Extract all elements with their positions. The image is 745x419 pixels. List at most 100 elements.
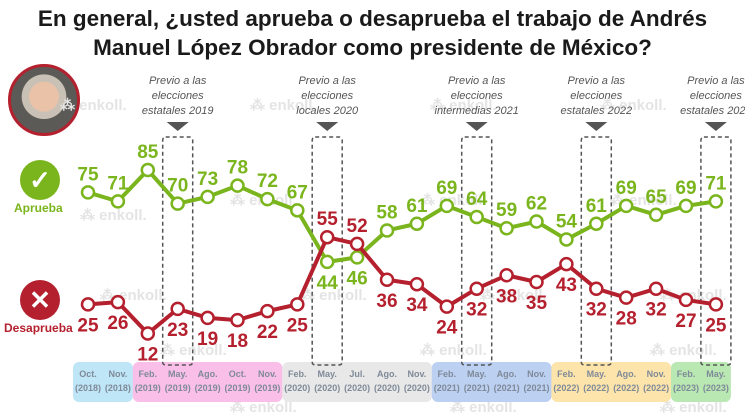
x-tick-year: (2023) [703, 383, 729, 393]
series-line-aprueba [87, 168, 717, 264]
data-label: 65 [646, 187, 668, 208]
x-tick-label: Oct. [229, 369, 247, 379]
data-label: 35 [526, 293, 548, 314]
data-label: 34 [406, 295, 428, 316]
arrow-down-icon [585, 122, 608, 131]
data-point [80, 297, 96, 312]
data-label: 24 [436, 318, 458, 339]
x-tick-label: Ago. [616, 369, 636, 379]
data-label: 62 [526, 194, 547, 215]
x-tick-label: Ago. [497, 369, 517, 379]
watermark: ⁂ enkoll. [250, 97, 317, 114]
watermark: ⁂ enkoll. [300, 287, 367, 304]
annotation-text: elecciones [152, 90, 204, 102]
x-icon: ✕ [20, 280, 60, 320]
data-label: 46 [347, 268, 368, 289]
data-point [499, 220, 514, 236]
annotation-text: estatales 2022 [561, 105, 633, 117]
x-tick-year: (2022) [553, 383, 579, 393]
watermark: ⁂ enkoll. [660, 287, 727, 304]
data-label: 72 [257, 171, 278, 192]
data-point [409, 276, 425, 292]
year-band [431, 362, 552, 402]
x-tick-year: (2019) [165, 383, 191, 393]
data-point [469, 281, 484, 296]
data-point [319, 254, 335, 270]
watermark: ⁂ enkoll. [480, 287, 547, 304]
x-tick-year: (2020) [314, 383, 340, 393]
data-point [319, 229, 335, 245]
data-label: 19 [197, 329, 218, 350]
x-tick-label: Feb. [288, 369, 307, 379]
data-point [618, 198, 634, 214]
data-label: 73 [197, 169, 218, 190]
data-point [110, 194, 126, 209]
annotation-text: locales 2020 [296, 105, 359, 117]
data-label: 59 [496, 200, 517, 221]
data-label: 32 [466, 300, 487, 321]
annotation-text: estatales 2023 [680, 105, 745, 117]
data-point [200, 310, 215, 326]
x-tick-year: (2019) [254, 383, 280, 393]
data-label: 27 [675, 311, 696, 332]
legend-aprueba: Aprueba [14, 201, 63, 215]
data-point [499, 268, 514, 283]
data-label: 32 [586, 300, 607, 321]
data-point [140, 162, 156, 178]
watermark: ⁂ enkoll. [650, 342, 717, 359]
watermark: ⁂ enkoll. [420, 192, 487, 209]
data-point [260, 191, 275, 207]
watermark: ⁂ enkoll. [600, 97, 667, 114]
data-label: 25 [705, 315, 727, 336]
x-tick-label: Feb. [557, 369, 576, 379]
data-label: 71 [107, 173, 129, 194]
x-tick-label: Nov. [258, 369, 277, 379]
data-label: 61 [406, 196, 428, 217]
data-label: 61 [586, 196, 608, 217]
series-line-desaprueba [87, 235, 717, 336]
x-tick-year: (2021) [523, 383, 549, 393]
data-label: 54 [556, 211, 578, 232]
arrow-down-icon [704, 122, 727, 131]
x-tick-year: (2020) [284, 383, 310, 393]
x-tick-year: (2022) [643, 383, 669, 393]
election-highlight-box [311, 136, 343, 366]
watermark: ⁂ enkoll. [430, 97, 497, 114]
x-tick-year: (2019) [195, 383, 221, 393]
data-point [678, 292, 694, 308]
x-tick-year: (2020) [344, 383, 370, 393]
data-label: 70 [167, 176, 188, 197]
data-point [529, 214, 544, 229]
data-point [708, 194, 724, 209]
data-point [469, 209, 484, 225]
x-tick-year: (2018) [75, 383, 101, 393]
data-point [230, 178, 245, 193]
year-band [73, 362, 133, 402]
x-tick-label: Ago. [198, 369, 218, 379]
data-point [648, 207, 664, 223]
arrow-down-icon [465, 122, 488, 131]
data-point [200, 189, 215, 205]
x-tick-label: May. [706, 369, 725, 379]
data-label: 12 [137, 345, 158, 366]
data-point [529, 274, 544, 290]
data-point [409, 216, 425, 232]
data-label: 85 [137, 142, 159, 163]
annotation-text: elecciones [570, 90, 622, 102]
data-label: 55 [317, 209, 339, 230]
data-point [708, 297, 724, 312]
annotation-text: intermedias 2021 [435, 105, 519, 117]
data-point [678, 198, 694, 214]
watermark: ⁂ enkoll. [60, 97, 127, 114]
x-tick-label: Nov. [527, 369, 546, 379]
data-label: 26 [107, 313, 128, 334]
data-label: 18 [227, 331, 248, 352]
year-band [671, 362, 731, 402]
watermark: ⁂ enkoll. [450, 399, 517, 416]
data-point [170, 196, 185, 211]
x-tick-year: (2019) [224, 383, 250, 393]
data-label: 28 [616, 309, 637, 330]
election-highlight-box [161, 136, 194, 366]
watermark: ⁂ enkoll. [230, 399, 297, 416]
data-label: 67 [287, 182, 308, 203]
